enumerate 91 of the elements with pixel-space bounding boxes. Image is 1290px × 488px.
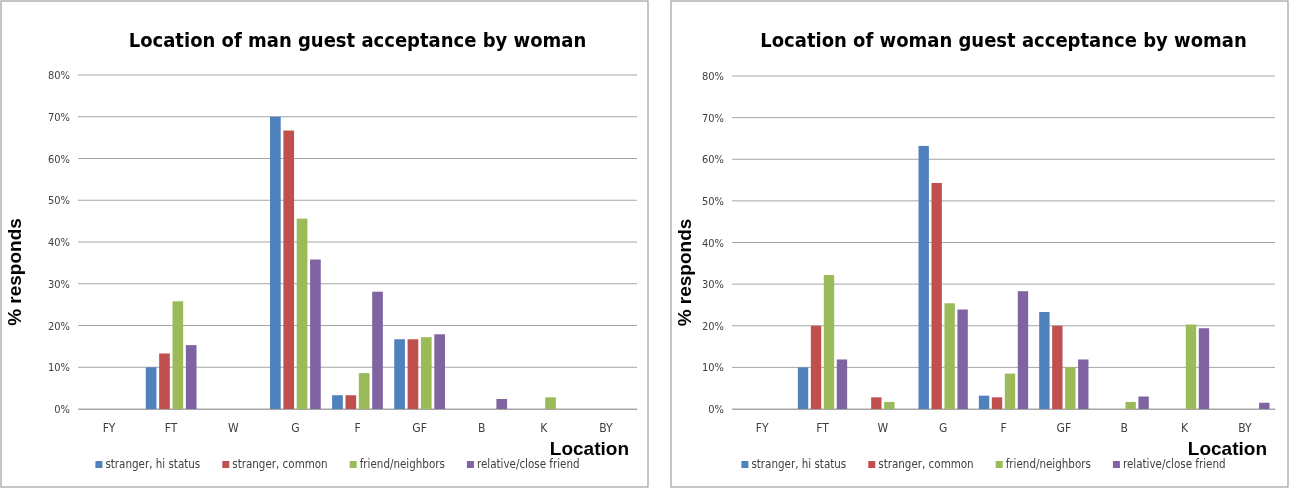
x-tick-label: GF [1056, 420, 1072, 435]
y-tick-label: 0% [708, 403, 724, 417]
x-tick-label: FY [102, 420, 116, 435]
bar [797, 367, 809, 409]
bar [823, 274, 835, 409]
bar [944, 303, 955, 409]
y-tick-label: 40% [48, 236, 70, 250]
bar [1065, 367, 1076, 409]
legend-label: stranger, common [232, 457, 328, 471]
bar [420, 337, 432, 409]
bar [810, 325, 822, 409]
bar [1185, 324, 1197, 409]
bar [296, 218, 308, 409]
bar [358, 373, 370, 409]
bar [1017, 291, 1029, 409]
x-axis-title: Location [549, 438, 629, 459]
bar [172, 301, 184, 409]
y-tick-label: 60% [702, 153, 724, 167]
x-tick-label: BY [1238, 420, 1252, 435]
x-tick-label: K [540, 420, 549, 435]
y-tick-label: 70% [702, 111, 724, 125]
y-tick-label: 30% [48, 277, 70, 291]
bar [496, 398, 508, 409]
x-tick-label: G [291, 420, 300, 435]
x-tick-label: FT [164, 420, 178, 435]
x-tick-label: G [938, 420, 948, 435]
bar [185, 345, 197, 409]
y-axis-title: % responds [4, 218, 25, 326]
x-tick-label: B [1120, 420, 1128, 435]
y-tick-label: 0% [54, 403, 70, 417]
legend-label: friend/neighbors [359, 457, 445, 471]
legend-label: relative/close friend [1122, 457, 1226, 471]
bar [931, 182, 942, 409]
bar [1004, 373, 1016, 409]
y-tick-label: 20% [702, 319, 724, 333]
x-tick-label: FY [755, 420, 769, 435]
bar [407, 339, 419, 409]
y-tick-label: 10% [48, 361, 70, 375]
bar [1052, 325, 1063, 409]
chart-title: Location of woman guest acceptance by woman [760, 28, 1247, 52]
bar [1198, 328, 1210, 409]
bar [918, 145, 929, 409]
bar [372, 291, 383, 409]
y-tick-label: 80% [48, 69, 70, 83]
bar [159, 353, 170, 409]
x-tick-label: F [1000, 420, 1007, 435]
bar [283, 130, 295, 409]
bar [884, 401, 895, 409]
x-axis-title: Location [1187, 438, 1267, 459]
bar [332, 395, 343, 409]
y-tick-label: 60% [48, 152, 70, 166]
bar [310, 259, 321, 409]
legend-label: stranger, hi status [105, 457, 201, 471]
bar [991, 397, 1003, 409]
legend-label: stranger, hi status [751, 457, 847, 471]
y-tick-label: 20% [48, 319, 70, 333]
bar [270, 116, 281, 409]
x-tick-label: FT [816, 420, 830, 435]
bar [434, 334, 445, 409]
y-tick-label: 10% [702, 361, 724, 375]
bar [394, 339, 405, 409]
y-tick-label: 70% [48, 110, 70, 124]
bar [836, 359, 848, 409]
bar [1138, 396, 1149, 409]
bar [1259, 402, 1270, 409]
x-tick-label: K [1180, 420, 1189, 435]
bar [145, 367, 157, 409]
bar [978, 395, 990, 409]
bar [871, 397, 882, 409]
y-tick-label: 30% [702, 278, 724, 292]
bar [1039, 312, 1050, 409]
bar [1078, 359, 1089, 409]
legend-label: friend/neighbors [1005, 457, 1091, 471]
y-tick-label: 80% [702, 70, 724, 84]
chart-title: Location of man guest acceptance by woman [128, 28, 587, 52]
x-tick-label: W [877, 420, 889, 435]
y-tick-label: 40% [702, 236, 724, 250]
x-tick-label: GF [412, 420, 427, 435]
x-tick-label: B [478, 420, 486, 435]
bar [345, 395, 357, 409]
x-tick-label: W [227, 420, 239, 435]
bar [957, 309, 968, 409]
legend-label: stranger, common [878, 457, 974, 471]
x-tick-label: F [354, 420, 361, 435]
y-axis-title: % responds [674, 218, 695, 327]
legend-label: relative/close friend [476, 457, 580, 471]
y-tick-label: 50% [48, 194, 70, 208]
bar [545, 397, 556, 409]
bar [1125, 401, 1136, 409]
y-tick-label: 50% [702, 194, 724, 208]
x-tick-label: BY [599, 420, 614, 435]
